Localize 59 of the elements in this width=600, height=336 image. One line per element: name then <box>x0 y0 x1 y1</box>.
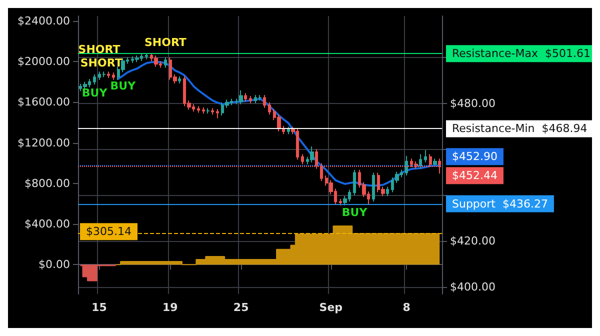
x-tick-label: 25 <box>233 301 249 314</box>
candlestick <box>154 55 158 68</box>
candlestick <box>258 94 262 102</box>
y-tick-label: $1200.00 <box>18 136 70 150</box>
candlestick <box>211 108 214 116</box>
candlestick <box>310 146 314 163</box>
candlestick <box>164 56 167 68</box>
candlestick <box>353 169 356 196</box>
candlestick <box>268 102 271 116</box>
candlestick <box>93 74 96 85</box>
y-tick-label: $400.00 <box>24 217 70 230</box>
candlestick <box>263 94 266 108</box>
candlestick <box>433 158 437 168</box>
y-tick-label: $0.00 <box>38 258 70 272</box>
candlestick <box>216 108 219 119</box>
x-tick-label: 15 <box>92 301 107 314</box>
candlestick <box>197 106 200 114</box>
annotation: BUY <box>342 206 368 219</box>
candlestick <box>83 81 87 90</box>
candlestick <box>419 154 422 170</box>
candlestick <box>386 186 389 197</box>
candlestick <box>405 155 408 176</box>
candlestick <box>424 150 427 163</box>
candlestick <box>202 106 205 114</box>
ref-line-label: Resistance-Min $468.94 <box>452 122 588 136</box>
annotation: SHORT <box>144 36 187 49</box>
y2-tick-label: $480.00 <box>450 96 496 110</box>
candlestick <box>178 76 181 84</box>
candlestick <box>249 95 252 104</box>
y-tick-label: $2400.00 <box>18 14 70 28</box>
ref-line-label: $452.44 <box>452 169 498 182</box>
candlestick <box>206 108 210 114</box>
y-tick-label: $800.00 <box>24 176 70 190</box>
x-tick-label: Sep <box>319 301 343 314</box>
x-tick-label: 8 <box>402 301 410 314</box>
candlestick <box>107 71 110 79</box>
candlestick <box>287 126 290 135</box>
candlestick <box>239 90 243 105</box>
candlestick <box>301 154 304 165</box>
y2-tick-label: $400.00 <box>450 280 496 294</box>
candlestick <box>282 125 285 135</box>
y-tick-label: $2000.00 <box>18 55 70 68</box>
annotation: BUY <box>82 86 108 100</box>
ref-line-label: $305.14 <box>86 225 132 238</box>
y2-tick-label: $420.00 <box>450 234 496 248</box>
ref-line-label: Support $436.27 <box>452 197 548 210</box>
candlestick <box>135 55 139 62</box>
x-tick-label: 19 <box>162 301 178 314</box>
candlestick <box>112 72 115 80</box>
annotation: SHORT <box>78 42 121 56</box>
candlestick <box>145 53 148 60</box>
ref-line-label: Resistance-Max $501.61 <box>452 47 590 60</box>
candlestick <box>372 172 375 202</box>
y-tick-label: $1600.00 <box>18 96 70 109</box>
candlestick <box>102 71 106 78</box>
candlestick <box>339 198 342 206</box>
candlestick <box>244 92 247 102</box>
ref-line-label: $452.90 <box>452 150 498 164</box>
annotation: BUY <box>110 80 137 93</box>
